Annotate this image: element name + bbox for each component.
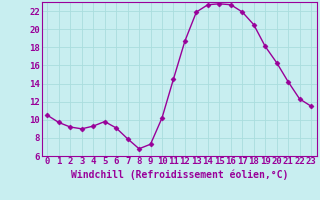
X-axis label: Windchill (Refroidissement éolien,°C): Windchill (Refroidissement éolien,°C) [70, 169, 288, 180]
